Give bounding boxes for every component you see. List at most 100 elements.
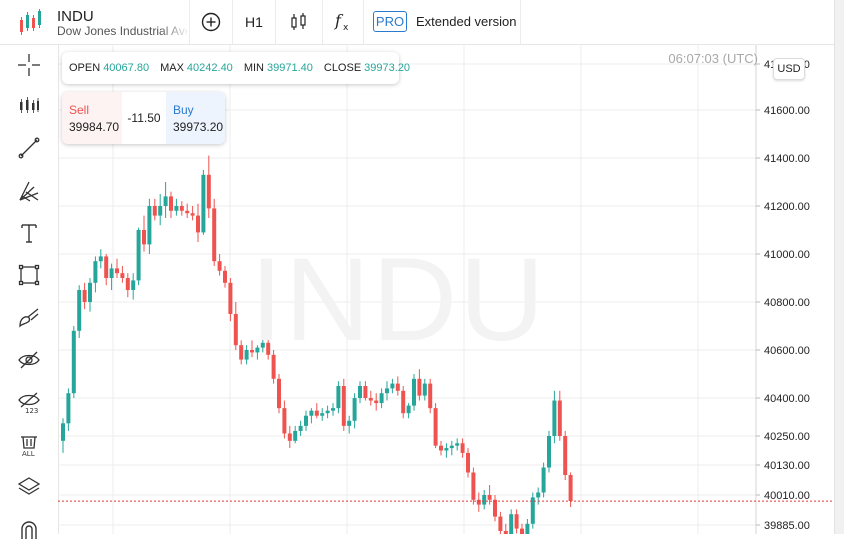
ohlc-panel: OPEN 40067.80 MAX 40242.40 MIN 39971.40 …: [62, 52, 410, 84]
candle-body: [98, 256, 103, 262]
candles-tool[interactable]: [13, 90, 45, 122]
candle-body: [206, 174, 211, 209]
currency-button[interactable]: USD: [773, 58, 805, 80]
candle-body: [536, 492, 541, 498]
rectangle-tool[interactable]: [13, 259, 45, 291]
candle-body: [395, 383, 400, 391]
candle-body: [158, 206, 163, 216]
price-axis-label: 41600.00: [764, 105, 810, 117]
candle-body: [77, 290, 82, 331]
price-axis-label: 40600.00: [764, 345, 810, 357]
candle-body: [568, 475, 573, 501]
brush-icon: [19, 308, 39, 328]
candle-body: [66, 393, 71, 424]
candle-body: [179, 206, 184, 211]
candle-body: [115, 268, 119, 274]
hide-values-icon: 123: [18, 392, 40, 414]
buy-button[interactable]: Buy 39973.20: [166, 92, 225, 144]
layers-tool[interactable]: [13, 471, 45, 503]
candle-body: [271, 354, 276, 379]
delete-all-tool[interactable]: ALL: [13, 429, 45, 461]
hide-values-tool[interactable]: 123: [13, 386, 45, 418]
price-axis-label: 41000.00: [764, 249, 810, 261]
candle-body: [552, 400, 557, 436]
svg-text:x: x: [343, 23, 349, 33]
candle-body: [352, 398, 357, 421]
candle-body: [82, 290, 87, 302]
price-axis-label: 40400.00: [764, 393, 810, 405]
candle-body: [433, 408, 438, 446]
candle-body: [104, 256, 109, 278]
candle-body: [169, 196, 173, 211]
candle-body: [212, 208, 217, 262]
text-tool[interactable]: [13, 217, 45, 249]
server-time: 06:07:03 (UTC): [668, 51, 758, 66]
candle-body: [444, 448, 449, 451]
magnet-tool[interactable]: [13, 513, 45, 545]
sell-button[interactable]: Sell 39984.70: [62, 92, 122, 144]
candle-body: [260, 342, 265, 348]
separator: [189, 0, 190, 44]
candle-body: [136, 230, 141, 281]
buy-label: Buy: [173, 103, 194, 117]
separator: [520, 0, 521, 44]
candle-body: [466, 452, 470, 473]
candle-body: [88, 282, 92, 302]
min-value: 39971.40: [266, 62, 313, 74]
svg-text:123: 123: [25, 407, 38, 414]
watermark: INDU: [250, 234, 547, 366]
candle-body: [152, 206, 157, 216]
candle-body: [422, 383, 427, 396]
candles: [61, 155, 573, 534]
candle-body: [120, 273, 125, 278]
separator: [275, 0, 276, 44]
candle-body: [493, 499, 497, 517]
add-indicator-button[interactable]: [190, 0, 232, 44]
fib-icon: [19, 181, 39, 202]
buy-price: 39973.20: [173, 120, 224, 134]
trend-line-icon: [18, 137, 40, 159]
candle-body: [374, 400, 379, 404]
candle-body: [309, 410, 314, 416]
pro-badge[interactable]: PRO: [373, 11, 407, 32]
rectangle-icon: [18, 264, 40, 286]
symbol-name[interactable]: Dow Jones Industrial Average: [57, 24, 187, 38]
delete-all-icon: ALL: [21, 436, 37, 457]
hide-drawings-tool[interactable]: [13, 344, 45, 376]
chart-type-button[interactable]: [276, 0, 322, 44]
candle-body: [341, 386, 346, 426]
symbol-ticker[interactable]: INDU: [57, 8, 94, 25]
text-icon: [21, 224, 37, 243]
price-axis-label: 41400.00: [764, 153, 810, 165]
price-axis-label: 39885.00: [764, 520, 810, 532]
extended-version-link[interactable]: Extended version: [416, 14, 517, 29]
fib-tool[interactable]: [13, 175, 45, 207]
candle-body: [379, 393, 384, 404]
page-scrollbar[interactable]: [834, 0, 844, 534]
candle-body: [455, 443, 460, 446]
candle-body: [282, 408, 287, 434]
brush-tool[interactable]: [13, 301, 45, 333]
candle-body: [174, 206, 179, 211]
hide-drawings-icon: [18, 351, 40, 369]
candle-body: [547, 436, 551, 468]
candle-body: [439, 445, 443, 451]
candle-body: [255, 347, 260, 353]
trend-line-tool[interactable]: [13, 132, 45, 164]
svg-text:f: f: [334, 11, 344, 30]
candlestick-icon: [291, 13, 306, 30]
symbol-name-fade: [160, 22, 190, 38]
candle-body: [61, 423, 65, 441]
timeframe-button[interactable]: H1: [245, 14, 263, 30]
max-value: 40242.40: [186, 62, 233, 74]
candle-body: [358, 386, 362, 398]
candle-body: [266, 342, 271, 355]
candle-body: [223, 270, 227, 283]
candle-body: [412, 378, 416, 406]
candle-body: [363, 386, 368, 398]
separator: [363, 0, 364, 44]
candle-body: [509, 514, 514, 534]
crosshair-tool[interactable]: [13, 49, 45, 81]
